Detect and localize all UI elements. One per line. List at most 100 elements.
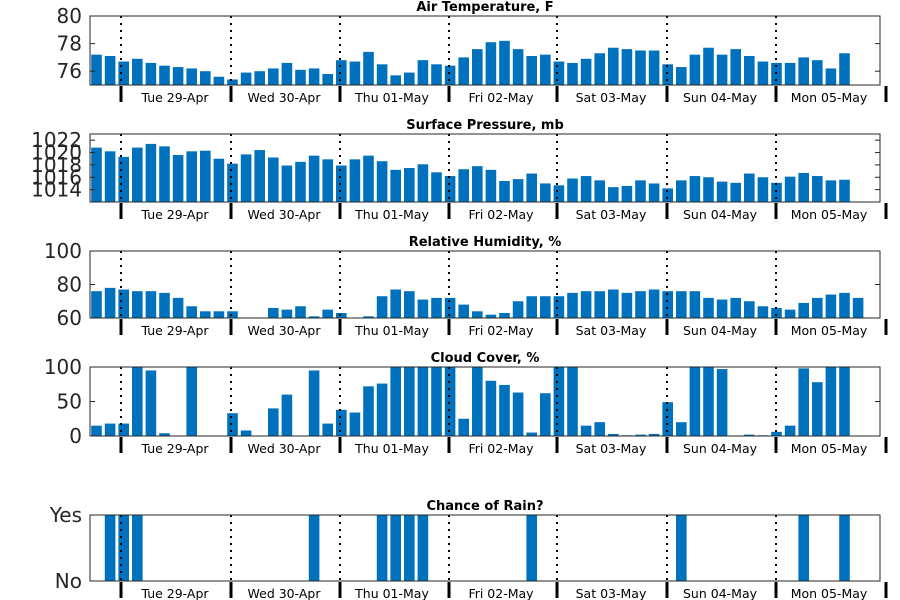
bar [676, 67, 687, 85]
bar [417, 60, 429, 85]
bar [676, 515, 687, 581]
bar [472, 311, 483, 318]
bar [376, 161, 388, 202]
bar [662, 188, 673, 202]
bar [839, 367, 850, 436]
x-day-tick [665, 437, 669, 453]
bar [839, 53, 850, 85]
bar [499, 384, 510, 436]
x-tick-label: Mon 05-May [791, 586, 868, 600]
bar [839, 179, 850, 202]
x-day-tick [447, 319, 451, 335]
bar [553, 61, 565, 85]
bar [648, 183, 660, 202]
x-tick-label: Thu 01-May [354, 207, 429, 222]
bar [186, 151, 197, 202]
bar [540, 296, 551, 318]
x-day-tick [119, 86, 123, 102]
bar [553, 185, 565, 202]
x-tick-label: Sun 04-May [683, 90, 758, 105]
y-tick-label: 0 [69, 424, 82, 448]
bar [145, 370, 157, 436]
y-tick-label: 80 [57, 4, 82, 28]
axes-box [89, 366, 881, 437]
x-day-tick [665, 203, 669, 219]
bar [608, 187, 619, 202]
bar [784, 62, 796, 85]
bar [472, 49, 483, 85]
panel-title: Relative Humidity, % [409, 235, 562, 250]
bar [825, 180, 837, 202]
bar [594, 53, 605, 85]
bar [200, 71, 211, 85]
x-tick-label: Fri 02-May [468, 90, 534, 105]
bar [118, 289, 129, 318]
bar [295, 161, 306, 202]
x-day-tick [119, 582, 123, 598]
bar [186, 306, 197, 318]
bar [812, 297, 823, 318]
bar [159, 146, 170, 202]
bar [376, 64, 388, 85]
bar [608, 433, 619, 436]
bar [703, 47, 714, 85]
bar [812, 176, 823, 202]
bar [635, 180, 646, 202]
bar [499, 40, 510, 85]
x-tick-label: Tue 29-Apr [140, 90, 209, 105]
bar [526, 296, 537, 318]
bar [540, 54, 551, 85]
bar [417, 515, 429, 581]
bar [825, 68, 837, 85]
y-tick-label: 100 [44, 355, 82, 379]
bar [118, 156, 129, 202]
x-day-tick [555, 582, 559, 598]
axes-box [89, 514, 881, 582]
bar [431, 64, 442, 85]
bar [213, 158, 225, 202]
bar [621, 49, 633, 85]
bar [132, 515, 143, 581]
bar [458, 169, 469, 202]
bar [648, 433, 660, 436]
bar [240, 72, 252, 85]
bar [512, 49, 524, 85]
bar [295, 306, 306, 318]
x-tick-label: Wed 30-Apr [248, 323, 322, 338]
bar [322, 159, 333, 202]
bar [812, 60, 823, 85]
bar [512, 179, 524, 202]
bar [540, 393, 551, 436]
x-day-tick [229, 203, 233, 219]
x-tick-label: Sat 03-May [576, 586, 647, 600]
bar [268, 68, 279, 85]
x-day-tick [338, 86, 342, 102]
bar [118, 61, 129, 85]
x-day-tick [774, 582, 778, 598]
bar [308, 68, 320, 85]
x-tick-label: Fri 02-May [468, 323, 534, 338]
bar [730, 297, 741, 318]
bar [485, 169, 497, 202]
panel-3: 60 80 100 Relative Humidity, % Tue 29-Apr Wed… [44, 235, 888, 338]
bar [676, 291, 687, 318]
x-day-tick [338, 203, 342, 219]
x-day-tick [665, 319, 669, 335]
x-tick-label: Sun 04-May [683, 441, 758, 456]
bar [159, 433, 170, 436]
bar [145, 62, 157, 85]
panel-title: Air Temperature, F [416, 0, 553, 15]
bar [363, 316, 374, 318]
x-day-tick [119, 319, 123, 335]
bar [580, 425, 592, 436]
y-tick-label: 50 [57, 390, 82, 414]
bar [104, 423, 116, 436]
bar [118, 515, 129, 581]
bar [417, 299, 429, 318]
bar [390, 289, 401, 318]
x-day-tick [447, 203, 451, 219]
bar [825, 367, 837, 436]
bar [404, 168, 415, 202]
bar [771, 307, 782, 318]
